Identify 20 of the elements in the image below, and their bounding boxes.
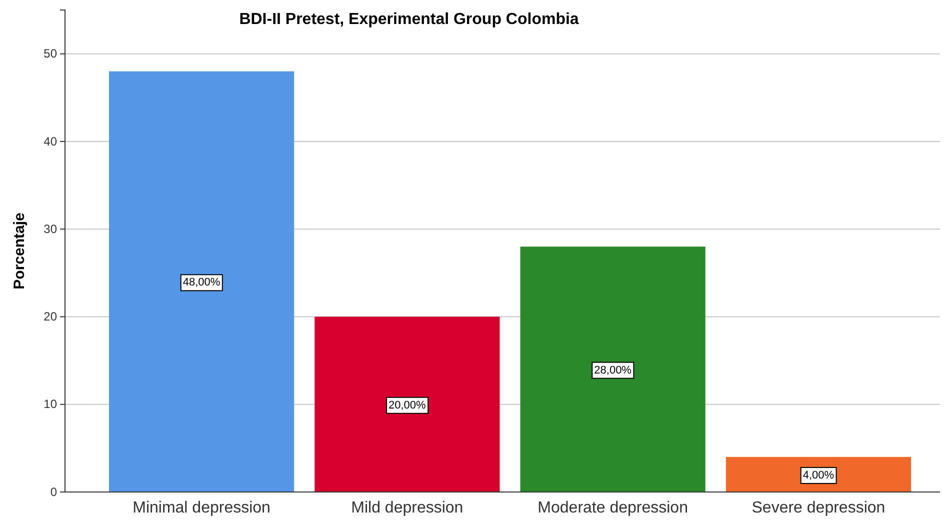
data-label: 28,00%: [594, 364, 632, 376]
x-tick-label: Mild depression: [351, 500, 464, 517]
y-tick-label: 30: [44, 222, 58, 236]
bar: [314, 316, 500, 492]
data-label: 48,00%: [182, 276, 220, 289]
y-tick-label: 50: [44, 46, 58, 61]
x-tick-label: Minimal depression: [132, 500, 270, 517]
data-label: 20,00%: [388, 399, 426, 412]
y-tick-label: 20: [44, 310, 58, 324]
y-tick-label: 40: [44, 134, 58, 148]
data-label: 4,00%: [802, 469, 834, 482]
chart-title: BDI-II Pretest, Experimental Group Colombia: [239, 11, 579, 28]
bar: [109, 71, 294, 492]
bar: [520, 246, 706, 492]
y-tick-label: 10: [44, 397, 58, 412]
y-tick-label: 0: [50, 484, 58, 499]
bar: [726, 456, 911, 492]
y-axis-title: Porcentaje: [11, 212, 28, 290]
x-tick-label: Moderate depression: [538, 500, 688, 517]
x-tick-label: Severe depression: [752, 500, 886, 517]
